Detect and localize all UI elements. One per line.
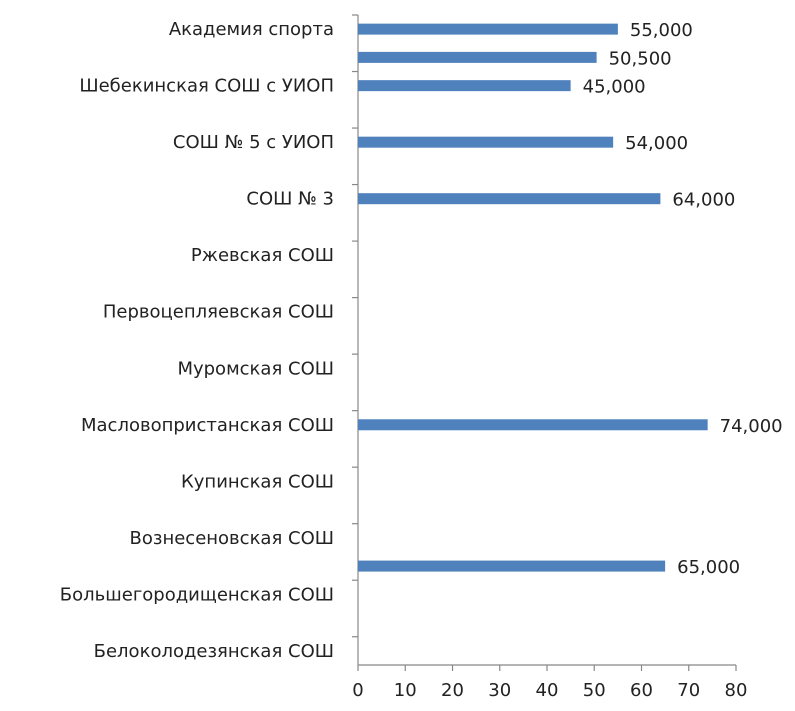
x-tick-label: 10 [394, 680, 417, 701]
bar [358, 23, 618, 35]
y-tick-label: Ржевская СОШ [191, 245, 334, 266]
y-tick-label: Первоцепляевская СОШ [103, 302, 334, 323]
data-label: 64,000 [672, 190, 735, 211]
bar [358, 51, 597, 63]
bar [358, 80, 571, 92]
y-tick-label: Белоколодезянская СОШ [94, 641, 334, 662]
data-label: 55,000 [630, 20, 693, 41]
x-tick-label: 20 [441, 680, 464, 701]
bar [358, 193, 661, 205]
x-tick-label: 70 [677, 680, 700, 701]
data-label: 54,000 [625, 133, 688, 154]
bar [358, 560, 666, 572]
x-tick-label: 60 [630, 680, 653, 701]
x-tick-label: 80 [725, 680, 748, 701]
y-tick-label: Муромская СОШ [177, 358, 334, 379]
bar [358, 136, 614, 148]
x-tick-label: 30 [488, 680, 511, 701]
x-tick-label: 50 [583, 680, 606, 701]
y-tick-label: Вознесеновская СОШ [130, 528, 334, 549]
y-tick-label: Академия спорта [169, 19, 334, 40]
data-label: 45,000 [583, 77, 646, 98]
y-tick-label: Большегородищенская СОШ [60, 584, 334, 605]
y-tick-label: Масловопристанская СОШ [81, 415, 334, 436]
y-tick-label: СОШ № 5 с УИОП [173, 132, 334, 153]
y-tick-label: СОШ № 3 [246, 189, 334, 210]
data-label: 50,500 [609, 48, 672, 69]
y-tick-label: Шебекинская СОШ с УИОП [79, 76, 334, 97]
data-label: 65,000 [677, 557, 740, 578]
bar [358, 419, 708, 431]
data-label: 74,000 [720, 416, 783, 437]
x-tick-label: 0 [352, 680, 363, 701]
y-tick-label: Купинская СОШ [181, 471, 334, 492]
x-tick-label: 40 [536, 680, 559, 701]
